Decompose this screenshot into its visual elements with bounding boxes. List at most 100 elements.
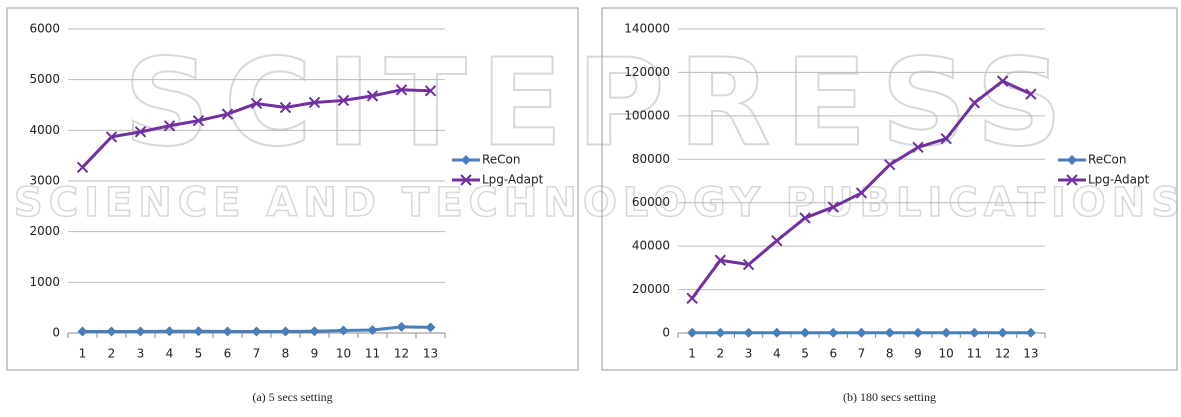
marker [308, 96, 321, 109]
marker [135, 326, 146, 337]
marker [912, 141, 924, 154]
marker [134, 126, 147, 138]
marker [715, 327, 726, 338]
x-tick-label: 6 [224, 347, 232, 361]
marker [396, 321, 407, 332]
x-tick-label: 8 [886, 347, 894, 361]
marker [856, 327, 867, 338]
marker [799, 212, 811, 224]
x-tick-label: 4 [773, 347, 781, 361]
y-tick-label: 3000 [29, 174, 60, 188]
x-tick-label: 3 [137, 347, 145, 361]
marker [912, 327, 923, 338]
marker [106, 326, 117, 337]
chart-frame [601, 7, 1178, 371]
marker [941, 327, 952, 338]
marker [163, 120, 176, 132]
y-tick-label: 100000 [624, 108, 670, 122]
marker [338, 325, 349, 336]
x-tick-label: 8 [282, 347, 290, 361]
marker [77, 326, 88, 337]
x-tick-label: 11 [365, 347, 380, 361]
legend-label: ReCon [1088, 153, 1127, 167]
marker [193, 326, 204, 337]
marker [366, 90, 379, 102]
x-tick-label: 7 [858, 347, 866, 361]
x-tick-label: 12 [394, 347, 409, 361]
marker [424, 85, 437, 97]
marker [743, 327, 754, 338]
marker [1066, 174, 1078, 186]
x-tick-label: 4 [166, 347, 174, 361]
x-tick-label: 5 [801, 347, 809, 361]
marker [771, 235, 783, 247]
y-tick-label: 80000 [632, 152, 670, 166]
chart-frame [6, 7, 579, 371]
marker [884, 327, 895, 338]
marker [969, 327, 980, 338]
marker [687, 327, 698, 338]
marker [996, 75, 1009, 87]
marker [460, 174, 472, 186]
marker [461, 155, 471, 165]
marker [1067, 155, 1077, 165]
x-tick-label: 13 [423, 347, 438, 361]
legend-label: ReCon [482, 153, 521, 167]
marker [997, 327, 1008, 338]
marker [800, 327, 811, 338]
marker [884, 159, 896, 171]
x-tick-label: 6 [829, 347, 837, 361]
x-tick-label: 5 [195, 347, 203, 361]
marker [771, 327, 782, 338]
marker [279, 101, 292, 114]
marker [968, 97, 981, 109]
x-tick-label: 7 [253, 347, 261, 361]
x-tick-label: 10 [336, 347, 351, 361]
marker [222, 326, 233, 337]
marker [309, 326, 320, 337]
y-tick-label: 1000 [29, 275, 60, 289]
y-tick-label: 5000 [29, 72, 60, 86]
marker [250, 97, 263, 110]
marker [1025, 88, 1037, 100]
y-tick-label: 60000 [632, 195, 670, 209]
marker [855, 187, 868, 199]
x-tick-label: 2 [108, 347, 116, 361]
marker [251, 326, 262, 337]
marker [1025, 327, 1036, 338]
x-tick-label: 13 [1023, 347, 1038, 361]
x-tick-label: 9 [914, 347, 922, 361]
y-tick-label: 4000 [29, 123, 60, 137]
marker [164, 326, 175, 337]
x-tick-label: 11 [967, 347, 982, 361]
y-tick-label: 120000 [624, 65, 670, 79]
watermark-title: SCITEPRESS [124, 35, 1077, 174]
marker [686, 292, 698, 304]
marker [425, 322, 436, 333]
marker [742, 258, 755, 271]
marker [76, 161, 89, 174]
marker [192, 114, 205, 127]
y-tick-label: 6000 [29, 22, 60, 36]
y-tick-label: 0 [662, 326, 670, 340]
marker [367, 324, 378, 335]
marker [280, 326, 291, 337]
caption: (a) 5 secs setting [252, 390, 332, 404]
marker [827, 201, 839, 213]
y-tick-label: 20000 [632, 282, 670, 296]
legend-label: Lpg-Adapt [1088, 173, 1150, 187]
x-tick-label: 12 [995, 347, 1010, 361]
marker [105, 131, 118, 143]
marker [714, 254, 727, 266]
marker [221, 108, 234, 120]
x-tick-label: 1 [79, 347, 87, 361]
x-tick-label: 3 [745, 347, 753, 361]
x-tick-label: 1 [688, 347, 696, 361]
caption: (b) 180 secs setting [843, 390, 936, 404]
y-tick-label: 140000 [624, 22, 670, 36]
x-tick-label: 10 [939, 347, 954, 361]
y-tick-label: 40000 [632, 239, 670, 253]
marker [828, 327, 839, 338]
marker [395, 84, 408, 96]
